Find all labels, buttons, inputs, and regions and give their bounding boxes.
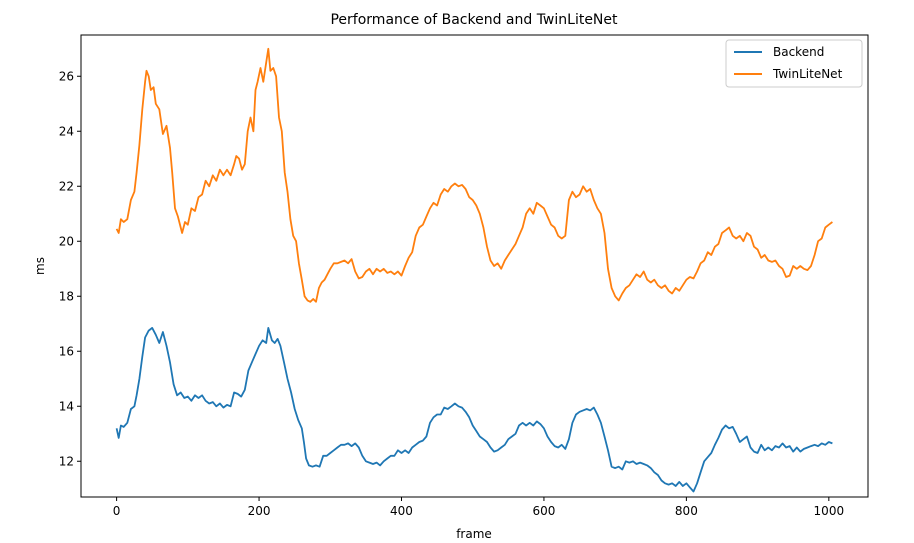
y-tick-label: 16 [59,344,74,358]
y-tick-label: 20 [59,234,74,248]
y-tick-label: 14 [59,399,74,413]
legend: Backend TwinLiteNet [725,39,863,88]
plot-frame [80,34,869,498]
chart-title: Performance of Backend and TwinLiteNet [330,12,618,28]
series-line-twinlitenet [115,47,833,303]
x-tick-label: 600 [532,504,555,518]
series-line-backend [115,327,833,493]
y-axis: 12 14 16 18 20 22 24 26 [59,69,81,468]
plot-lines [115,47,833,493]
y-tick-label: 18 [59,289,74,303]
x-axis: 0 200 400 600 800 1000 [113,497,844,518]
x-axis-title: frame [456,527,492,541]
x-tick-label: 800 [675,504,698,518]
y-tick-label: 12 [59,454,74,468]
y-axis-title: ms [33,257,47,275]
x-tick-label: 0 [113,504,121,518]
x-tick-label: 200 [248,504,271,518]
y-tick-label: 22 [59,179,74,193]
legend-label-backend: Backend [773,45,824,59]
legend-label-twinlitenet: TwinLiteNet [772,67,843,81]
x-tick-label: 1000 [814,504,845,518]
y-tick-label: 26 [59,69,74,83]
y-tick-label: 24 [59,124,74,138]
x-tick-label: 400 [390,504,413,518]
